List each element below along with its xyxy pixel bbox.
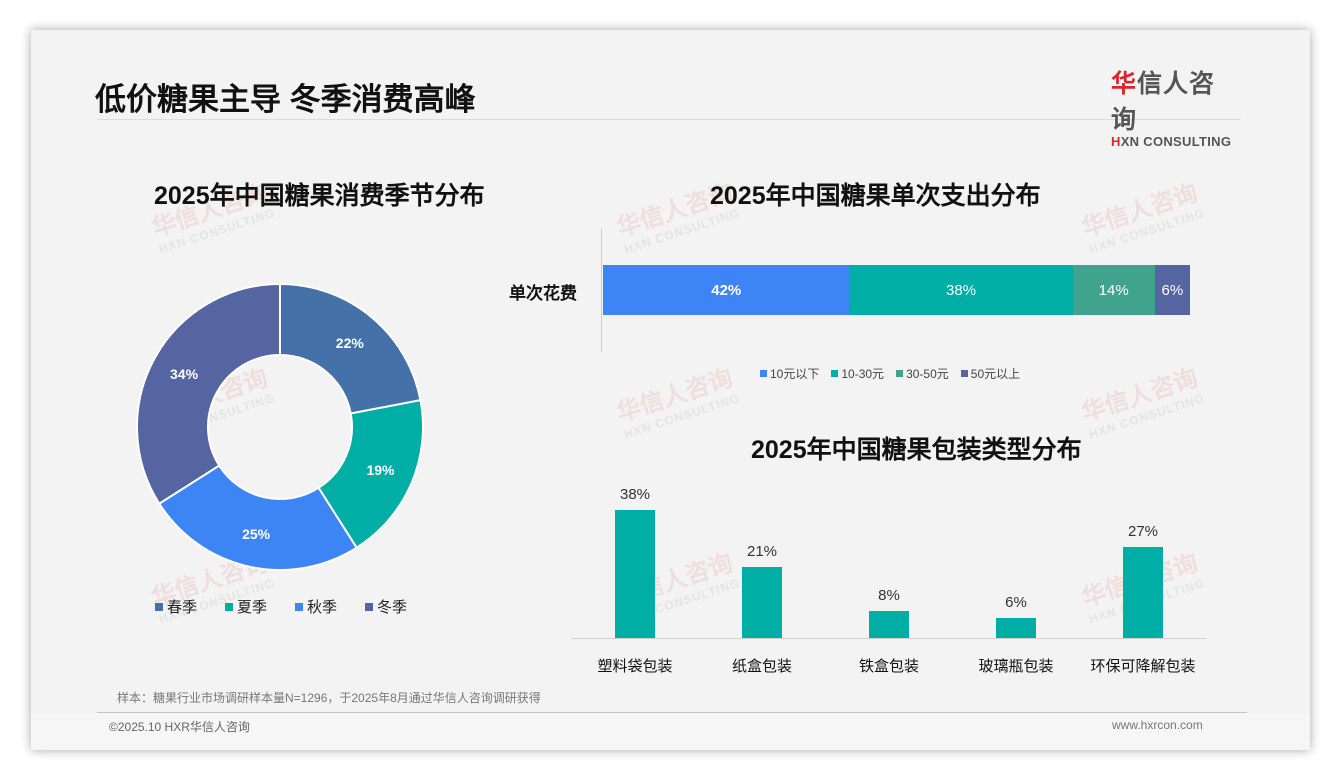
donut-chart-title: 2025年中国糖果消费季节分布	[154, 182, 485, 210]
legend-swatch	[155, 602, 163, 611]
copyright: ©2025.10 HXR华信人咨询	[109, 720, 250, 734]
sample-note: 样本：糖果行业市场调研样本量N=1296，于2025年8月通过华信人咨询调研获得	[117, 691, 541, 705]
column-bar	[742, 567, 782, 638]
donut-slice-4	[136, 282, 281, 506]
legend-swatch	[896, 370, 904, 377]
column-value-label: 21%	[746, 543, 778, 561]
legend-swatch	[225, 602, 234, 611]
footer-band	[31, 713, 1310, 750]
packaging-column-chart: 38% 塑料袋包装 21% 纸盒包装 8% 铁盒包装 6% 玻璃瓶包装 27% 环保可降解包装	[571, 485, 1206, 685]
donut-slice-1	[279, 282, 422, 415]
column-value-label: 6%	[1005, 593, 1027, 611]
column-bar	[996, 617, 1036, 638]
legend-item: 10元以下	[760, 365, 819, 382]
company-logo: 华信人咨询 HXN CONSULTING	[1111, 64, 1241, 149]
legend-label: 夏季	[237, 599, 268, 616]
column-category-label: 塑料袋包装	[597, 658, 673, 675]
donut-legend: 春季 夏季 秋季 冬季	[155, 596, 435, 617]
column-bar	[869, 611, 909, 638]
stacked-bar-segment: 14%	[1072, 265, 1155, 315]
logo-en: HXN CONSULTING	[1111, 134, 1232, 149]
stacked-bar-legend: 10元以下 10-30元 30-50元 50元以上	[760, 365, 1032, 382]
legend-item: 春季	[155, 596, 197, 617]
column-bar	[615, 510, 655, 638]
donut-svg	[136, 282, 424, 571]
legend-item: 10-30元	[831, 365, 884, 382]
stacked-bar-category: 单次花费	[509, 284, 577, 303]
column-bar	[1123, 547, 1163, 638]
legend-swatch	[365, 602, 374, 611]
legend-label: 10元以下	[770, 367, 820, 381]
season-donut-chart: 22% 19% 25% 34%	[135, 282, 425, 572]
stacked-bar-chart-title: 2025年中国糖果单次支出分布	[710, 182, 1041, 210]
legend-item: 30-50元	[896, 365, 949, 382]
legend-label: 春季	[167, 599, 198, 616]
title-divider	[97, 119, 1241, 120]
donut-slice-label: 22%	[335, 334, 364, 351]
donut-slice-label: 19%	[366, 462, 395, 479]
page-title: 低价糖果主导 冬季消费高峰	[95, 82, 476, 117]
donut-slice-2	[317, 399, 424, 550]
stacked-bar-segment: 38%	[849, 265, 1073, 315]
column-value-label: 38%	[619, 486, 651, 503]
footer-divider	[97, 712, 1247, 713]
column-baseline	[571, 638, 1206, 639]
legend-item: 50元以上	[960, 365, 1021, 382]
stacked-bar: 42% 38% 14% 6%	[603, 265, 1190, 315]
donut-slice-label: 25%	[242, 525, 271, 542]
legend-label: 10-30元	[841, 367, 885, 381]
stacked-bar-segment: 42%	[603, 265, 850, 315]
legend-label: 50元以上	[970, 367, 1021, 381]
column-category-label: 铁盒包装	[858, 658, 919, 675]
column-value-label: 27%	[1127, 523, 1159, 541]
legend-item: 秋季	[295, 596, 337, 617]
donut-slice-3	[157, 464, 359, 571]
stacked-bar-axis	[601, 228, 602, 352]
stacked-bar-segment: 6%	[1154, 265, 1190, 315]
legend-label: 秋季	[307, 599, 338, 616]
column-chart-title: 2025年中国糖果包装类型分布	[751, 436, 1082, 464]
column-category-label: 玻璃瓶包装	[978, 658, 1054, 675]
website-link[interactable]: www.hxrcon.com	[1112, 718, 1203, 732]
column-category-label: 环保可降解包装	[1090, 658, 1196, 675]
logo-cn: 华信人咨询	[1111, 70, 1216, 134]
legend-swatch	[295, 602, 304, 611]
legend-swatch	[831, 370, 839, 377]
legend-label: 冬季	[377, 599, 408, 616]
legend-label: 30-50元	[906, 367, 949, 381]
column-category-label: 纸盒包装	[731, 658, 792, 675]
legend-swatch	[960, 370, 968, 377]
legend-swatch	[760, 370, 767, 377]
slide: 低价糖果主导 冬季消费高峰 华信人咨询 HXN CONSULTING 华信人咨询…	[31, 30, 1310, 750]
donut-slice-label: 34%	[170, 366, 199, 383]
legend-item: 冬季	[365, 596, 407, 617]
column-value-label: 8%	[878, 587, 900, 605]
legend-item: 夏季	[225, 596, 267, 617]
